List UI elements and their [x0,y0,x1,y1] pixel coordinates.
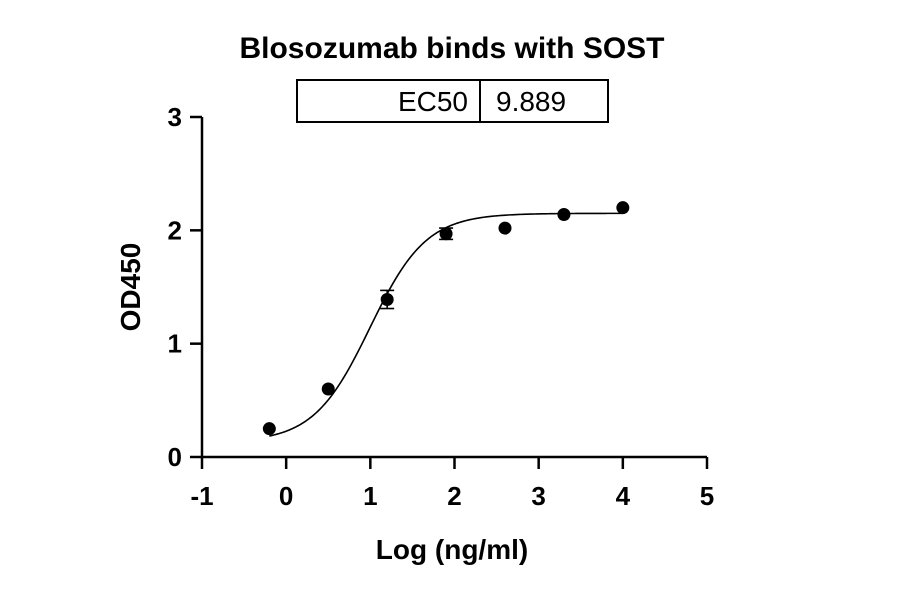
x-tick-label: 0 [279,481,293,511]
data-point [321,382,335,396]
x-tick-label: 2 [447,481,461,511]
y-tick-label: 3 [168,102,182,132]
y-tick-label: 2 [168,215,182,245]
axes [200,117,707,459]
data-point [439,227,453,241]
ec50-label: EC50 [398,86,468,117]
x-tick-label: 3 [531,481,545,511]
x-ticks: -1 0 1 2 3 4 5 [190,457,714,511]
data-point [616,201,630,215]
y-tick-label: 0 [168,442,182,472]
ec50-table-border [296,79,609,123]
ec50-value: 9.889 [496,86,566,117]
fit-curve [269,212,623,437]
ec50-table: EC50 9.889 [296,79,609,123]
x-tick-label: 1 [363,481,377,511]
y-ticks: 0 1 2 3 [168,102,202,472]
x-tick-label: 5 [700,481,714,511]
fit-curve-layer [269,212,623,437]
x-axis-label: Log (ng/ml) [376,534,528,565]
x-tick-label: 4 [616,481,631,511]
data-point [380,292,394,306]
chart-title: Blosozumab binds with SOST [239,32,664,65]
y-tick-label: 1 [168,329,182,359]
y-axis-label: OD450 [115,243,146,332]
data-point [557,207,571,221]
x-tick-label: -1 [190,481,213,511]
data-points [262,201,630,436]
data-point [498,221,512,235]
data-point [262,422,276,436]
